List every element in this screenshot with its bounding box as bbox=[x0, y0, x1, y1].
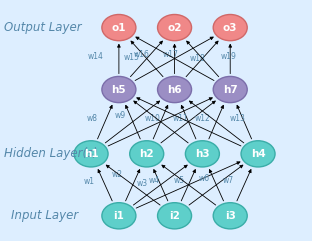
Circle shape bbox=[130, 141, 164, 167]
Circle shape bbox=[74, 141, 108, 167]
Text: w5: w5 bbox=[174, 176, 185, 185]
Circle shape bbox=[102, 14, 136, 41]
Text: Output Layer: Output Layer bbox=[4, 21, 82, 34]
Circle shape bbox=[158, 14, 192, 41]
Circle shape bbox=[213, 14, 247, 41]
Text: o2: o2 bbox=[167, 23, 182, 33]
Text: w4: w4 bbox=[149, 176, 160, 185]
Text: o3: o3 bbox=[223, 23, 237, 33]
Text: w15: w15 bbox=[123, 53, 139, 62]
Circle shape bbox=[158, 203, 192, 229]
Circle shape bbox=[102, 76, 136, 103]
Text: Input Layer: Input Layer bbox=[11, 209, 78, 222]
Circle shape bbox=[213, 76, 247, 103]
Text: w18: w18 bbox=[190, 54, 206, 63]
Text: w14: w14 bbox=[88, 52, 104, 61]
Text: w9: w9 bbox=[115, 111, 126, 120]
Text: h7: h7 bbox=[223, 85, 238, 94]
Circle shape bbox=[102, 203, 136, 229]
Circle shape bbox=[241, 141, 275, 167]
Text: h5: h5 bbox=[112, 85, 126, 94]
Text: Hidden Layer(s): Hidden Layer(s) bbox=[4, 147, 98, 160]
Circle shape bbox=[185, 141, 219, 167]
Text: i3: i3 bbox=[225, 211, 236, 221]
Text: w7: w7 bbox=[223, 176, 234, 185]
Text: h6: h6 bbox=[167, 85, 182, 94]
Text: i1: i1 bbox=[114, 211, 124, 221]
Text: w2: w2 bbox=[112, 170, 123, 179]
Text: i2: i2 bbox=[169, 211, 180, 221]
Text: o1: o1 bbox=[112, 23, 126, 33]
Circle shape bbox=[158, 76, 192, 103]
Text: h1: h1 bbox=[84, 149, 98, 159]
Text: w3: w3 bbox=[137, 179, 148, 188]
Text: w16: w16 bbox=[134, 50, 149, 60]
Text: w17: w17 bbox=[163, 50, 179, 60]
Text: h3: h3 bbox=[195, 149, 210, 159]
Text: w12: w12 bbox=[194, 114, 210, 123]
Circle shape bbox=[213, 203, 247, 229]
Text: h2: h2 bbox=[139, 149, 154, 159]
Text: w6: w6 bbox=[198, 174, 209, 183]
Text: w10: w10 bbox=[145, 114, 161, 123]
Text: w8: w8 bbox=[87, 114, 98, 123]
Text: w19: w19 bbox=[221, 52, 236, 61]
Text: w11: w11 bbox=[172, 114, 188, 123]
Text: h4: h4 bbox=[251, 149, 266, 159]
Text: w1: w1 bbox=[84, 177, 95, 186]
Text: w13: w13 bbox=[230, 114, 246, 123]
